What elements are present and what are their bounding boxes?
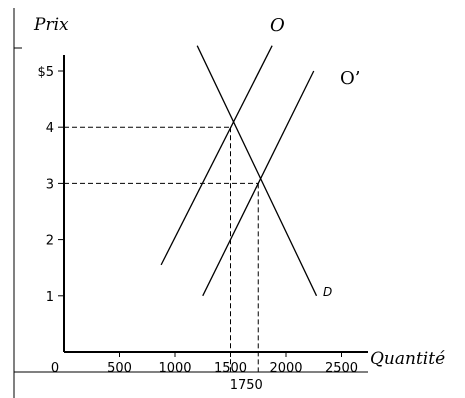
- x-axis-title: Quantité: [370, 349, 445, 369]
- curve-demand: [196, 45, 318, 297]
- x-tick-label: 1000: [158, 361, 191, 376]
- y-axis-title: Prix: [33, 15, 69, 35]
- curve-supply-shifted: [202, 70, 315, 297]
- y-tick-label: 2: [46, 234, 54, 249]
- x-tick-label: 1500: [214, 361, 247, 376]
- curves: [160, 45, 318, 297]
- label-demand: D: [323, 285, 332, 299]
- x-tick-label: 2500: [325, 361, 358, 376]
- x-extra-label: 1750: [230, 378, 263, 393]
- x-tick-label: 2000: [269, 361, 302, 376]
- curve-labels: O O’ D: [270, 15, 360, 299]
- x-tick-label: 0: [51, 361, 59, 376]
- label-supply: O: [270, 15, 285, 36]
- y-tick-label: 4: [46, 121, 54, 136]
- y-tick-label: 1: [46, 290, 54, 305]
- y-tick-label: $5: [37, 65, 54, 80]
- dashed-guides: [64, 126, 259, 372]
- x-tick-label: 500: [107, 361, 132, 376]
- label-supply-shifted: O’: [340, 68, 360, 89]
- y-tick-label: 3: [46, 177, 54, 192]
- curve-supply: [160, 45, 273, 266]
- tick-labels: 1 2 3 4 $5 0 500 1000 1500 2000 2500 1750: [37, 65, 358, 393]
- frame-layer: [13, 8, 368, 398]
